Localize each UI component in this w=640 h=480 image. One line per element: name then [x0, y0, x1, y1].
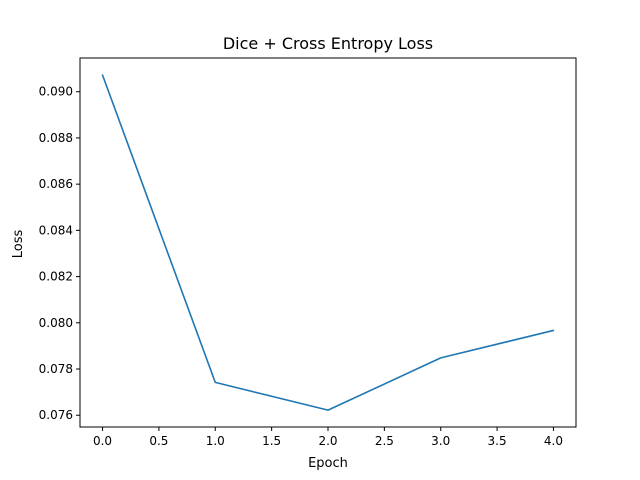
x-tick-label: 3.5 [488, 434, 507, 448]
x-axis-label: Epoch [308, 456, 348, 471]
y-axis-label: Loss [11, 230, 26, 259]
series-layer [101, 74, 555, 411]
y-tick-label: 0.084 [39, 223, 73, 237]
y-tick-label: 0.076 [39, 408, 73, 422]
y-axis: 0.076 0.078 0.080 0.082 0.084 0.086 0.088 0.090 [39, 85, 80, 422]
y-tick-label: 0.088 [39, 131, 73, 145]
x-tick-label: 3.0 [431, 434, 450, 448]
x-axis: 0.0 0.5 1.0 1.5 2.0 2.5 3.0 3.5 4.0 [93, 427, 563, 448]
x-tick-label: 1.5 [262, 434, 281, 448]
x-tick-label: 0.0 [93, 434, 112, 448]
x-tick-label: 0.5 [149, 434, 168, 448]
x-tick-label: 2.0 [318, 434, 337, 448]
y-tick-label: 0.082 [39, 270, 73, 284]
x-tick-label: 1.0 [206, 434, 225, 448]
y-tick-label: 0.078 [39, 362, 73, 376]
y-tick-label: 0.090 [39, 85, 73, 99]
chart-title: Dice + Cross Entropy Loss [223, 34, 433, 53]
y-tick-label: 0.086 [39, 177, 73, 191]
x-tick-label: 2.5 [375, 434, 394, 448]
series-line [101, 74, 555, 411]
y-tick-label: 0.080 [39, 316, 73, 330]
plot-area [79, 57, 577, 428]
x-tick-label: 4.0 [544, 434, 563, 448]
